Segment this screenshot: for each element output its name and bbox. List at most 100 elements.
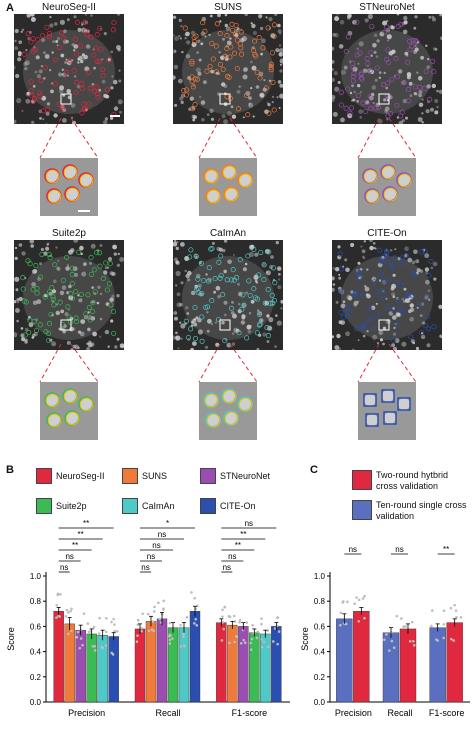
data-point <box>179 623 182 627</box>
legend-swatch <box>352 470 372 490</box>
data-point <box>410 620 414 624</box>
data-point <box>150 628 154 632</box>
legend-item: CaImAn <box>122 498 175 514</box>
bar <box>336 618 353 703</box>
data-point <box>383 638 386 642</box>
significance-label: ** <box>443 545 449 554</box>
data-point <box>182 644 186 648</box>
data-point <box>234 635 238 638</box>
y-tick-label: 0.8 <box>30 597 42 606</box>
data-point <box>56 592 60 596</box>
legend-item: STNeuroNet <box>200 468 270 484</box>
data-point <box>185 616 189 619</box>
data-point <box>276 642 279 646</box>
data-point <box>146 612 150 616</box>
data-point <box>89 630 92 633</box>
data-point <box>55 616 58 619</box>
data-point <box>361 597 365 600</box>
microscopy-image <box>14 14 124 124</box>
significance-label: ns <box>60 563 68 572</box>
data-point <box>220 639 224 642</box>
data-point <box>339 623 342 627</box>
data-point <box>355 596 358 599</box>
data-point <box>250 637 254 641</box>
data-point <box>70 607 73 611</box>
legend-label: NeuroSeg-II <box>56 471 105 481</box>
legend-swatch <box>36 468 52 484</box>
data-point <box>168 638 172 642</box>
bar <box>189 611 201 703</box>
data-point <box>93 649 97 652</box>
legend-item: NeuroSeg-II <box>36 468 105 484</box>
y-tick-label: 0.0 <box>30 698 42 707</box>
data-point <box>76 630 80 634</box>
data-point <box>232 614 236 618</box>
data-point <box>271 640 275 643</box>
data-point <box>75 635 79 639</box>
bar <box>134 628 146 703</box>
data-point <box>79 637 83 640</box>
data-point <box>400 617 403 620</box>
data-point <box>408 639 412 643</box>
data-point <box>182 635 185 638</box>
data-point <box>449 637 453 641</box>
data-point <box>449 606 453 610</box>
data-point <box>193 597 197 600</box>
data-point <box>97 632 101 635</box>
legend-label: Ten-round single cross validation <box>376 500 467 521</box>
data-point <box>385 633 388 636</box>
data-point <box>151 620 155 623</box>
data-point <box>227 615 231 618</box>
data-point <box>228 641 231 645</box>
image-title: Suite2p <box>52 228 86 239</box>
legend-label: STNeuroNet <box>220 471 271 481</box>
data-point <box>357 620 361 623</box>
significance-label: ns <box>395 545 403 554</box>
zoom-image <box>199 158 257 216</box>
data-point <box>86 622 90 625</box>
data-point <box>255 636 259 640</box>
data-point <box>93 644 97 648</box>
data-point <box>171 637 174 640</box>
legend-label: Two-round hytbrid cross validation <box>376 470 449 491</box>
data-point <box>412 639 415 643</box>
data-point <box>453 603 456 607</box>
data-point <box>194 617 198 621</box>
zoom-image <box>358 382 416 440</box>
data-point <box>135 640 139 643</box>
y-tick-label: 0.4 <box>314 648 326 657</box>
image-title: CITE-On <box>367 228 407 239</box>
data-point <box>157 601 160 605</box>
bar <box>108 636 119 703</box>
data-point <box>55 603 58 607</box>
significance-label: ** <box>235 541 241 550</box>
data-point <box>392 646 396 649</box>
y-axis-label: Score <box>6 627 16 651</box>
significance-label: ** <box>83 520 89 528</box>
bar <box>238 626 249 703</box>
x-tick-label: Recall <box>387 708 412 718</box>
data-point <box>70 629 73 633</box>
legend-label: CaImAn <box>142 501 175 511</box>
zoom-image <box>40 382 98 440</box>
data-point <box>168 642 172 645</box>
bar <box>86 633 97 703</box>
data-point <box>67 611 70 614</box>
chart-c: 0.0 0.2 0.4 0.6 0.8 1.0 Score Precision ns Recall… <box>300 545 470 718</box>
data-point <box>82 612 86 615</box>
data-point <box>390 639 394 643</box>
data-point <box>153 610 156 613</box>
data-point <box>402 625 405 629</box>
significance-label: ns <box>141 563 149 572</box>
zoom-connector <box>198 118 258 158</box>
data-point <box>459 616 463 619</box>
microscopy-image <box>14 240 124 350</box>
data-point <box>238 620 241 624</box>
data-point <box>277 630 281 633</box>
microscopy-image <box>173 14 283 124</box>
data-point <box>153 605 156 609</box>
data-point <box>223 605 226 609</box>
zoom-connector <box>198 344 258 382</box>
bar <box>271 626 282 703</box>
legend-label: SUNS <box>142 471 168 481</box>
